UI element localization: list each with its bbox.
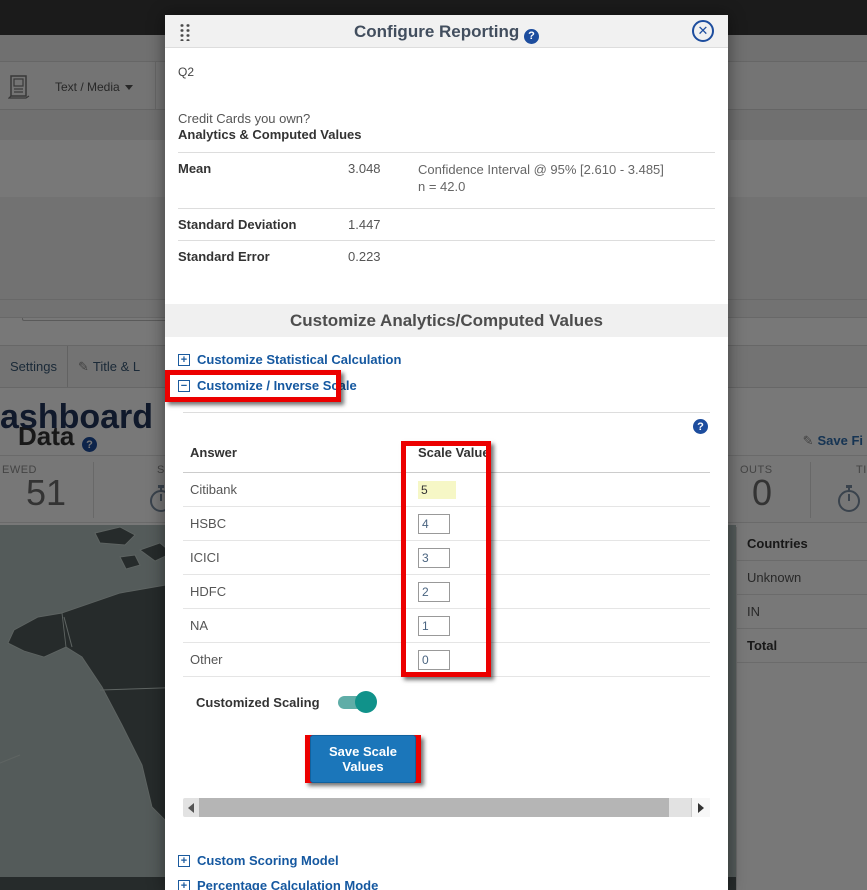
scroll-left-icon[interactable]: [183, 798, 199, 817]
scale-value-input[interactable]: [418, 513, 450, 534]
configure-reporting-modal: Configure Reporting ? ✕ Q2 Credit Cards …: [165, 15, 728, 890]
stat-label: Standard Error: [178, 249, 270, 264]
answer-label: Other: [190, 652, 223, 667]
scale-value-table: Answer Scale Value Citibank HSBC ICICI H…: [183, 441, 710, 677]
section-label: Customize / Inverse Scale: [197, 378, 357, 393]
stat-label: Mean: [178, 161, 212, 176]
scrollbar-thumb[interactable]: [199, 798, 669, 817]
annotation-box-scale-values: [401, 441, 491, 677]
stat-label: Standard Deviation: [178, 217, 297, 232]
scale-table-header: Answer Scale Value: [183, 445, 710, 473]
scale-row-icici: ICICI: [183, 541, 710, 575]
analytics-stats: Mean 3.048 Confidence Interval @ 95% [2.…: [178, 152, 715, 272]
analytics-heading: Analytics & Computed Values: [178, 127, 362, 142]
question-block: Credit Cards you own? Analytics & Comput…: [178, 111, 362, 143]
section-customize-statistical-calculation[interactable]: Customize Statistical Calculation: [178, 352, 401, 367]
scale-row-hsbc: HSBC: [183, 507, 710, 541]
section-label: Customize Statistical Calculation: [197, 352, 402, 367]
collapse-minus-icon[interactable]: [178, 379, 190, 392]
scale-row-na: NA: [183, 609, 710, 643]
section-label: Custom Scoring Model: [197, 853, 339, 868]
answer-label: HDFC: [190, 584, 227, 599]
customize-section-heading: Customize Analytics/Computed Values: [165, 304, 728, 337]
scroll-right-icon[interactable]: [691, 798, 710, 817]
stat-value: 3.048: [348, 161, 381, 176]
scale-row-hdfc: HDFC: [183, 575, 710, 609]
section-custom-scoring-model[interactable]: Custom Scoring Model: [178, 853, 339, 868]
answer-label: HSBC: [190, 516, 227, 531]
close-icon[interactable]: ✕: [692, 20, 714, 42]
section-percentage-calculation-mode[interactable]: Percentage Calculation Mode: [178, 878, 378, 890]
help-icon[interactable]: ?: [693, 419, 708, 434]
modal-title: Configure Reporting ?: [165, 22, 728, 44]
expand-plus-icon[interactable]: [178, 353, 190, 366]
horizontal-scrollbar[interactable]: [183, 798, 710, 817]
customized-scaling-toggle[interactable]: [337, 691, 377, 713]
customized-scaling-row: Customized Scaling: [196, 691, 377, 713]
scale-value-input[interactable]: [418, 480, 456, 499]
stat-row-stddev: Standard Deviation 1.447: [178, 208, 715, 240]
confidence-interval-note: Confidence Interval @ 95% [2.610 - 3.485…: [418, 162, 664, 177]
save-scale-values-button[interactable]: Save Scale Values: [310, 735, 416, 783]
modal-header: Configure Reporting ? ✕: [165, 15, 728, 48]
sample-size-note: n = 42.0: [418, 179, 466, 194]
section-customize-inverse-scale[interactable]: Customize / Inverse Scale: [178, 378, 357, 393]
drag-handle-icon[interactable]: [179, 23, 191, 41]
expand-plus-icon[interactable]: [178, 854, 190, 867]
question-text: Credit Cards you own?: [178, 111, 311, 126]
answer-label: ICICI: [190, 550, 220, 565]
stat-row-stderr: Standard Error 0.223: [178, 240, 715, 272]
modal-title-text: Configure Reporting: [354, 22, 520, 41]
stat-note: Confidence Interval @ 95% [2.610 - 3.485…: [418, 161, 664, 200]
divider: [183, 412, 710, 413]
expand-plus-icon[interactable]: [178, 879, 190, 890]
stat-value: 1.447: [348, 217, 381, 232]
answer-column-header: Answer: [190, 445, 237, 460]
answer-label: NA: [190, 618, 209, 633]
scale-value-column-header: Scale Value: [418, 445, 490, 460]
stat-value: 0.223: [348, 249, 381, 264]
scale-value-input[interactable]: [418, 649, 450, 670]
annotation-box-inverse-scale: [165, 370, 341, 402]
question-code: Q2: [178, 65, 195, 79]
scale-value-input[interactable]: [418, 581, 450, 602]
help-icon[interactable]: ?: [524, 28, 539, 44]
section-label: Percentage Calculation Mode: [197, 878, 379, 890]
toggle-knob[interactable]: [354, 691, 377, 713]
stat-row-mean: Mean 3.048 Confidence Interval @ 95% [2.…: [178, 152, 715, 208]
scale-value-input[interactable]: [418, 615, 450, 636]
annotation-box-save-button: Save Scale Values: [305, 735, 421, 783]
scale-value-input[interactable]: [418, 547, 450, 568]
scale-row-citibank: Citibank: [183, 473, 710, 507]
answer-label: Citibank: [190, 482, 237, 497]
customized-scaling-label: Customized Scaling: [196, 695, 320, 710]
